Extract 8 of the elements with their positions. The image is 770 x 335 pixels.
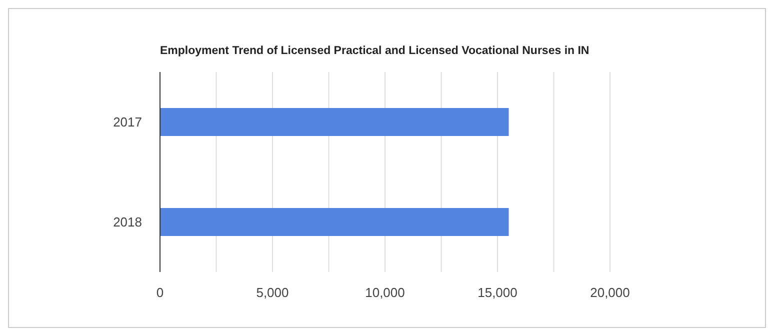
chart-title: Employment Trend of Licensed Practical and Licensed Vocational Nurses in IN (160, 45, 590, 57)
x-tick-label: 15,000 (478, 285, 518, 300)
x-tick-label: 20,000 (590, 285, 630, 300)
y-tick-label: 2018 (113, 214, 142, 230)
y-tick-label: 2017 (113, 114, 142, 130)
x-tick-label: 0 (156, 285, 164, 300)
x-tick-label: 10,000 (365, 285, 405, 300)
x-tick-label: 5,000 (256, 285, 289, 300)
